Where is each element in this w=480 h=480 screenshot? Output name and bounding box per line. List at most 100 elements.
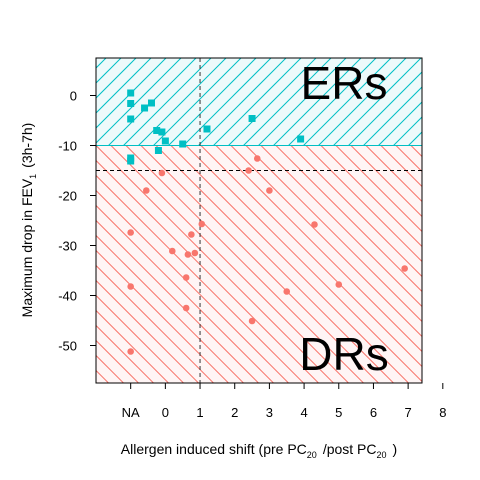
- hatch-line-ers: [96, 58, 122, 84]
- data-point-ers: [127, 89, 135, 97]
- hatch-line-drs: [96, 324, 154, 383]
- hatch-line-ers: [0, 58, 76, 146]
- hatch-line-drs: [96, 309, 169, 383]
- data-point-drs: [158, 169, 166, 177]
- data-point-ers: [297, 135, 305, 143]
- hatch-line-drs: [275, 145, 422, 293]
- hatch-line-drs: [0, 146, 19, 384]
- data-point-drs: [283, 288, 291, 295]
- x-axis-title-mid: /post PC: [323, 441, 377, 457]
- hatch-line-ers: [469, 58, 480, 146]
- data-point-ers: [141, 104, 149, 112]
- hatch-line-ers: [228, 58, 317, 146]
- y-tick-label: -30: [58, 239, 77, 254]
- hatch-line-ers: [303, 58, 392, 146]
- hatch-line-ers: [363, 86, 422, 146]
- hatch-line-drs: [335, 145, 422, 233]
- hatch-line-drs: [290, 145, 422, 278]
- hatch-line-drs: [96, 234, 244, 383]
- data-point-drs: [311, 221, 318, 228]
- hatch-line-drs: [96, 174, 304, 383]
- data-points: [127, 89, 408, 355]
- hatch-line-drs: [96, 204, 274, 383]
- hatch-line-drs: [96, 294, 184, 383]
- data-point-drs: [191, 249, 199, 257]
- hatch-line-ers: [424, 58, 480, 146]
- data-point-drs: [335, 281, 343, 288]
- data-point-drs: [182, 274, 190, 281]
- data-point-ers: [248, 115, 256, 122]
- hatch-line-drs: [96, 264, 214, 383]
- data-point-drs: [127, 283, 134, 290]
- data-point-drs: [168, 247, 176, 255]
- x-tick-label: 8: [439, 405, 446, 420]
- hatch-line-drs: [350, 145, 422, 218]
- data-point-drs: [401, 265, 408, 272]
- data-point-ers: [153, 127, 161, 134]
- x-tick-label: NA: [122, 405, 140, 420]
- x-tick-label: 4: [300, 405, 307, 420]
- hatch-line-drs: [140, 145, 379, 383]
- hatch-line-ers: [378, 101, 422, 146]
- hatch-line-ers: [96, 58, 152, 114]
- hatch-line-ers: [348, 71, 422, 146]
- hatch-line-drs: [215, 145, 422, 353]
- x-tick-label: 3: [266, 405, 273, 420]
- hatch-line-ers: [213, 58, 302, 146]
- data-point-ers: [127, 157, 135, 165]
- hatch-line-drs: [96, 279, 199, 383]
- data-point-drs: [127, 229, 134, 236]
- hatch-line-ers: [183, 58, 272, 146]
- y-axis-title-end: (3h-7h): [19, 123, 35, 168]
- data-point-drs: [198, 220, 206, 228]
- hatch-line-drs: [170, 145, 409, 383]
- x-axis-title-sub1: 20: [307, 450, 317, 460]
- hatch-line-ers: [288, 58, 377, 146]
- hatch-line-drs: [320, 145, 422, 248]
- hatch-line-ers: [273, 58, 362, 146]
- x-axis-title-sub2: 20: [377, 450, 387, 460]
- hatch-line-drs: [260, 145, 422, 308]
- hatch-line-drs: [125, 145, 364, 383]
- x-tick-label: 7: [405, 405, 412, 420]
- hatch-line-ers: [454, 58, 480, 146]
- y-tick-label: -10: [58, 139, 77, 154]
- plot-frame: [95, 57, 423, 384]
- x-axis-title: Allergen induced shift (pre PC20/post PC…: [121, 441, 397, 460]
- hatch-line-ers: [138, 58, 227, 146]
- hatch-line-drs: [305, 145, 422, 263]
- data-point-drs: [245, 167, 252, 174]
- data-point-ers: [179, 140, 187, 148]
- hatch-line-drs: [96, 369, 109, 383]
- hatch-line-drs: [185, 145, 422, 383]
- hatch-line-drs: [230, 145, 422, 338]
- axes: NA 0 1 2 3 4 5 6 7 8 0 -10 -20 -30 -40 -50: [58, 89, 446, 421]
- hatch-line-ers: [258, 58, 347, 146]
- data-point-ers: [161, 137, 169, 145]
- x-tick-label: 2: [231, 405, 238, 420]
- hatch-line-ers: [333, 58, 422, 146]
- hatch-line-drs: [96, 339, 139, 383]
- hatch-line-ers: [4, 58, 92, 146]
- hatch-line-ers: [96, 58, 182, 144]
- hatch-line-ers: [439, 58, 480, 146]
- y-axis-title-sub: 1: [28, 174, 38, 179]
- data-point-drs: [248, 317, 256, 325]
- hatch-line-drs: [96, 249, 229, 383]
- y-tick-label: -20: [58, 189, 77, 204]
- hatch-line-drs: [0, 146, 4, 384]
- hatch-line-ers: [318, 58, 407, 146]
- hatch-line-ers: [153, 58, 242, 146]
- hatch-line-drs: [110, 145, 349, 383]
- hatch-line-drs: [155, 145, 394, 383]
- reference-lines: [96, 58, 422, 383]
- x-tick-label: 0: [162, 405, 169, 420]
- hatch-line-drs: [96, 219, 259, 383]
- data-point-ers: [158, 128, 166, 136]
- hatch-line-ers: [96, 58, 137, 99]
- hatch-line-drs: [245, 145, 422, 323]
- x-axis-title-end: ): [393, 441, 398, 457]
- y-tick-label: 0: [70, 89, 77, 104]
- data-point-ers: [154, 147, 162, 154]
